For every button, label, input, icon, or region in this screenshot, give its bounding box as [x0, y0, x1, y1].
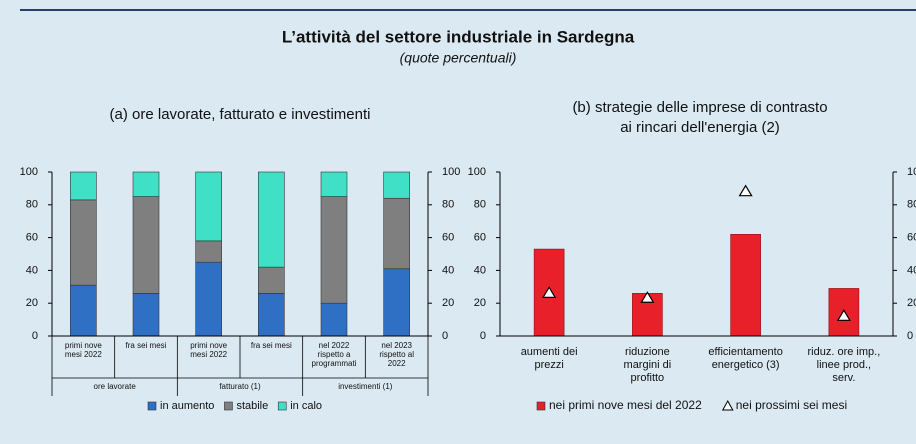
figure-subtitle: (quote percentuali) [400, 50, 517, 66]
triangle-marker [738, 184, 753, 197]
legend-swatch [147, 401, 157, 411]
bar-segment [70, 171, 97, 201]
y-tick-label: 80 [26, 199, 38, 211]
y2-tick-label: 60 [907, 232, 916, 244]
bar-segment [132, 196, 160, 294]
y-tick-label: 0 [32, 330, 38, 342]
y2-tick-label: 80 [442, 199, 454, 211]
bar-segment [195, 171, 222, 242]
y-tick-label: 100 [20, 166, 38, 178]
legend-label: nei primi nove mesi del 2022 [549, 398, 702, 412]
bar [730, 234, 761, 337]
x-tick-label: energetico (3) [712, 359, 780, 371]
y2-tick-label: 80 [907, 199, 916, 211]
group-label: fatturato (1) [219, 382, 261, 391]
x-tick-label: primi nove [190, 341, 227, 350]
bar-segment [258, 293, 285, 337]
bar-segment [195, 261, 222, 337]
triangle-marker [640, 291, 655, 303]
x-tick-label: riduzione [625, 346, 670, 358]
bar-segment [320, 196, 348, 304]
y-tick-label: 20 [26, 297, 38, 309]
bar-segment [383, 171, 410, 199]
x-tick-label: rispetto a [318, 350, 351, 359]
y-tick-label: 60 [26, 232, 38, 244]
bar-segment [70, 199, 97, 286]
y2-tick-label: 100 [907, 166, 916, 178]
panel-title: (a) ore lavorate, fatturato e investimen… [110, 106, 371, 123]
y2-tick-label: 20 [442, 297, 454, 309]
legend-swatch [536, 401, 546, 411]
x-tick-label: nel 2023 [381, 341, 412, 350]
bar-segment [258, 266, 285, 294]
y2-tick-label: 40 [907, 264, 916, 276]
y-tick-label: 20 [474, 297, 486, 309]
y2-tick-label: 60 [442, 232, 454, 244]
x-tick-label: profitto [631, 372, 665, 384]
x-tick-label: riduz. ore imp., [808, 346, 881, 358]
panel-title: (b) strategie delle imprese di contrasto [572, 99, 827, 116]
x-tick-label: margini di [624, 359, 672, 371]
y-tick-label: 40 [474, 264, 486, 276]
y-tick-label: 100 [468, 166, 486, 178]
legend-label: in aumento [160, 400, 214, 412]
x-tick-label: aumenti dei [521, 346, 578, 358]
y2-tick-label: 20 [907, 297, 916, 309]
panel-title: ai rincari dell'energia (2) [620, 119, 780, 136]
x-tick-label: prezzi [534, 359, 563, 371]
x-tick-label: fra sei mesi [126, 341, 167, 350]
x-tick-label: nel 2022 [319, 341, 350, 350]
bar-segment [70, 284, 97, 337]
legend-label: stabile [236, 400, 268, 412]
triangle-marker [836, 309, 851, 321]
figure-title: L’attività del settore industriale in Sa… [282, 27, 635, 46]
legend-swatch [721, 399, 734, 411]
bar-segment [195, 240, 222, 263]
x-tick-label: 2022 [388, 359, 406, 368]
bar-segment [383, 197, 410, 270]
group-label: ore lavorate [94, 382, 137, 391]
bar-segment [383, 268, 410, 337]
bar-segment [320, 171, 348, 197]
bar-segment [132, 171, 160, 197]
x-tick-label: serv. [832, 372, 855, 384]
x-tick-label: mesi 2022 [190, 350, 227, 359]
y2-tick-label: 40 [442, 264, 454, 276]
x-tick-label: primi nove [65, 341, 102, 350]
legend-swatch [224, 401, 233, 411]
legend-swatch [277, 401, 287, 411]
y-tick-label: 0 [480, 330, 486, 342]
y2-tick-label: 100 [442, 166, 460, 178]
group-label: investimenti (1) [338, 382, 393, 391]
y-tick-label: 40 [26, 264, 38, 276]
legend-label: in calo [290, 400, 322, 412]
x-tick-label: rispetto al [379, 350, 414, 359]
x-tick-label: programmati [312, 359, 357, 368]
x-tick-label: mesi 2022 [65, 350, 102, 359]
y2-tick-label: 0 [907, 330, 913, 342]
y2-tick-label: 0 [442, 330, 448, 342]
bar-segment [132, 293, 160, 337]
bar-segment [320, 302, 348, 337]
x-tick-label: efficientamento [708, 346, 782, 358]
y-tick-label: 60 [474, 232, 486, 244]
triangle-marker [542, 286, 557, 298]
x-tick-label: linee prod., [817, 359, 871, 371]
y-tick-label: 80 [474, 199, 486, 211]
legend-label: nei prossimi sei mesi [736, 398, 847, 412]
x-tick-label: fra sei mesi [251, 341, 292, 350]
bar-segment [258, 171, 285, 268]
